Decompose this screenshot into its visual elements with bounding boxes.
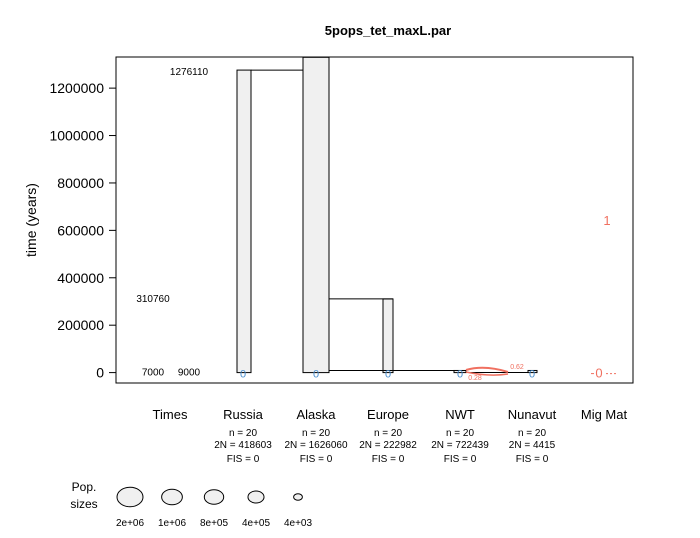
pop-effective-size: 2N = 722439	[431, 440, 489, 451]
migration-rate-label: 0.62	[510, 364, 524, 371]
pop-index-label: 0	[313, 369, 319, 381]
pop-effective-size: 2N = 4415	[509, 440, 556, 451]
y-axis: 0 200000 400000 600000 800000 1000000 1200000	[49, 80, 117, 381]
y-tick-label: 400000	[57, 270, 104, 286]
column-label: Russia	[223, 407, 264, 422]
pop-effective-size: 2N = 418603	[214, 440, 272, 451]
pop-fis: FIS = 0	[516, 454, 549, 465]
pop-fis: FIS = 0	[227, 454, 260, 465]
legend-size-ellipse	[293, 493, 303, 501]
population-boxes: 0 0 0 0 0	[236, 56, 538, 381]
migration-rate-label: 0.28	[468, 375, 482, 382]
migration-arrow	[465, 366, 509, 373]
column-label: Nunavut	[508, 407, 557, 422]
column-label: Europe	[367, 407, 409, 422]
event-time-label: 7000	[142, 368, 165, 379]
legend-size-ellipse	[161, 488, 183, 506]
legend-title-line2: sizes	[70, 497, 97, 511]
migration-marks: 1 0 0.62 0.28	[465, 213, 618, 382]
migration-arrow	[465, 371, 509, 376]
event-time-label: 9000	[178, 368, 201, 379]
y-tick-label: 0	[96, 365, 104, 381]
y-tick-label: 800000	[57, 175, 104, 191]
column-label: Mig Mat	[581, 407, 628, 422]
legend-size-label: 4e+05	[242, 518, 271, 529]
y-tick-label: 200000	[57, 317, 104, 333]
pop-fis: FIS = 0	[444, 454, 477, 465]
legend-size-ellipse	[203, 489, 225, 505]
pop-index-label: 0	[385, 369, 391, 381]
plot-frame	[115, 56, 634, 384]
chart-title: 5pops_tet_maxL.par	[325, 23, 451, 38]
pop-fis: FIS = 0	[372, 454, 405, 465]
event-time-label: 310760	[136, 294, 170, 305]
legend-size-label: 2e+06	[116, 518, 145, 529]
pop-sample-size: n = 20	[446, 428, 475, 439]
pop-sample-size: n = 20	[229, 428, 258, 439]
legend-size-ellipse	[116, 486, 144, 508]
y-axis-label: time (years)	[23, 183, 39, 257]
pop-index-label: 0	[457, 369, 463, 381]
pop-index-label: 0	[529, 369, 535, 381]
event-time-label: 1276110	[170, 67, 209, 78]
column-label: Alaska	[296, 407, 336, 422]
pop-box-europe	[382, 298, 394, 374]
pop-box-nunavut	[527, 369, 538, 374]
column-labels: Times Russia Alaska Europe NWT Nunavut Mig Mat…	[153, 407, 628, 465]
pop-index-label: 0	[240, 369, 246, 381]
pop-sample-size: n = 20	[518, 428, 547, 439]
pop-box-russia	[236, 69, 252, 374]
column-label: Times	[153, 407, 188, 422]
y-tick-label: 600000	[57, 222, 104, 238]
pop-effective-size: 2N = 222982	[359, 440, 417, 451]
column-label: NWT	[445, 407, 475, 422]
event-time-labels: 1276110 310760 7000 9000	[136, 67, 208, 379]
pop-fis: FIS = 0	[300, 454, 333, 465]
y-tick-label: 1200000	[49, 80, 104, 96]
pop-effective-size: 2N = 1626060	[284, 440, 348, 451]
legend-size-label: 1e+06	[158, 518, 187, 529]
pop-sample-size: n = 20	[302, 428, 331, 439]
pop-sample-size: n = 20	[374, 428, 403, 439]
mig-matrix-label: 0	[595, 366, 602, 381]
legend-title-line1: Pop.	[72, 480, 97, 494]
y-tick-label: 1000000	[49, 128, 104, 144]
mig-matrix-label: 1	[603, 213, 610, 228]
legend-size-label: 4e+03	[284, 518, 313, 529]
legend-size-label: 8e+05	[200, 518, 229, 529]
pop-box-alaska	[302, 56, 330, 374]
legend-size-ellipse	[247, 490, 265, 504]
pop-size-legend: Pop. sizes 2e+06 1e+06 8e+05 4e+05 4e+03	[70, 480, 312, 529]
